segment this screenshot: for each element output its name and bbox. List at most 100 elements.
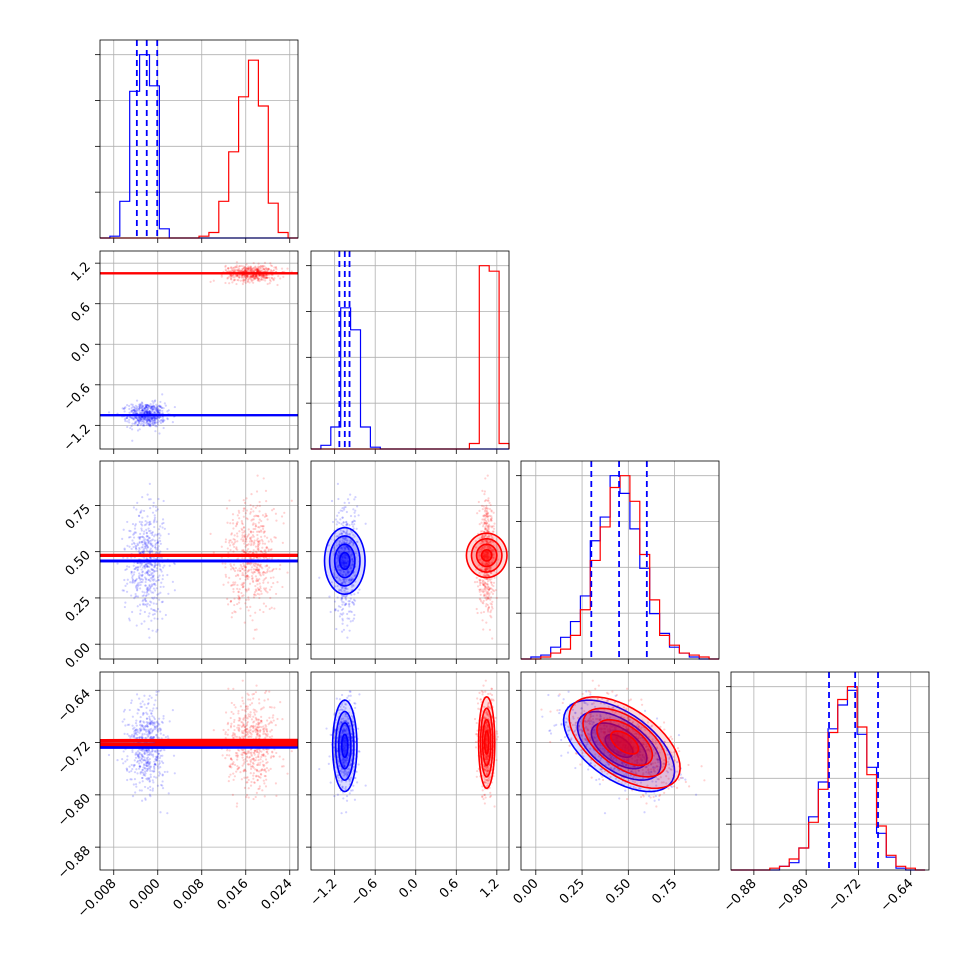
sample-point: [270, 270, 273, 273]
sample-point: [137, 756, 140, 760]
sample-point: [149, 419, 152, 422]
sample-point: [250, 278, 253, 281]
sample-point: [233, 583, 236, 586]
sample-point: [246, 577, 249, 581]
sample-point: [254, 795, 257, 799]
sample-point: [257, 515, 260, 518]
sample-point: [149, 589, 152, 592]
sample-point: [232, 538, 235, 541]
sample-point: [487, 535, 491, 538]
sample-point: [249, 266, 253, 269]
sample-point: [232, 266, 236, 269]
sample-point: [145, 711, 148, 714]
sample-point: [485, 511, 488, 514]
sample-point: [251, 274, 255, 277]
sample-point: [147, 593, 150, 596]
sample-point: [230, 722, 233, 725]
sample-point: [246, 275, 249, 278]
sample-point: [135, 588, 139, 591]
sample-point: [233, 597, 236, 600]
sample-point: [269, 548, 272, 552]
sample-point: [252, 518, 255, 521]
sample-point: [252, 564, 255, 567]
sample-point: [257, 277, 261, 281]
sample-point: [336, 554, 340, 557]
sample-point: [157, 752, 160, 755]
sample-point: [490, 616, 493, 619]
sample-point: [266, 752, 269, 755]
sample-point: [229, 757, 233, 760]
sample-point: [265, 514, 268, 518]
sample-point: [254, 545, 258, 548]
sample-point: [229, 274, 233, 277]
sample-point: [244, 752, 247, 755]
sample-point: [156, 411, 159, 414]
sample-point: [136, 730, 139, 734]
sample-point: [150, 407, 153, 410]
sample-point: [253, 759, 256, 762]
sample-point: [247, 609, 250, 612]
sample-point: [130, 406, 133, 410]
sample-point: [485, 591, 488, 595]
sample-point: [482, 583, 485, 587]
sample-point: [343, 501, 346, 504]
sample-point: [224, 711, 228, 714]
sample-point: [236, 573, 239, 576]
sample-point: [144, 763, 147, 766]
sample-point: [143, 610, 146, 614]
sample-point: [239, 771, 242, 774]
sample-point: [134, 415, 137, 419]
sample-point: [229, 275, 233, 278]
sample-point: [153, 570, 156, 573]
sample-point: [142, 758, 145, 762]
sample-point: [355, 770, 358, 774]
sample-point: [341, 581, 344, 584]
sample-point: [274, 265, 278, 269]
sample-point: [255, 268, 259, 271]
sample-point: [131, 439, 134, 442]
sample-point: [342, 764, 346, 767]
sample-point: [260, 550, 263, 553]
sample-point: [141, 590, 144, 593]
sample-point: [153, 419, 157, 422]
sample-point: [263, 267, 266, 271]
sample-point: [253, 278, 256, 281]
sample-point: [245, 274, 249, 278]
sample-point: [229, 277, 233, 280]
sample-point: [251, 275, 255, 279]
sample-point: [245, 267, 249, 270]
sample-point: [264, 691, 267, 694]
sample-point: [157, 562, 160, 565]
sample-point: [147, 541, 150, 544]
sample-point: [351, 601, 354, 604]
sample-point: [157, 411, 160, 414]
sample-point: [479, 588, 483, 591]
sample-point: [243, 716, 246, 719]
sample-point: [147, 734, 150, 737]
sample-point: [250, 519, 253, 522]
sample-point: [345, 524, 349, 527]
sample-point: [148, 587, 151, 591]
sample-point: [260, 278, 263, 281]
sample-point: [286, 571, 289, 574]
sample-point: [258, 280, 261, 283]
sample-point: [147, 730, 150, 733]
sample-point: [258, 274, 261, 277]
sample-point: [354, 706, 357, 710]
sample-point: [243, 726, 246, 729]
sample-point: [336, 596, 339, 599]
sample-point: [348, 629, 351, 632]
sample-point: [483, 535, 486, 539]
sample-point: [340, 561, 344, 564]
sample-point: [148, 730, 151, 734]
sample-point: [342, 601, 345, 604]
sample-point: [134, 567, 137, 570]
sample-point: [161, 526, 164, 529]
sample-point: [286, 772, 289, 775]
sample-point: [340, 590, 344, 593]
sample-point: [249, 763, 252, 766]
sample-point: [143, 728, 146, 731]
sample-point: [337, 564, 340, 567]
sample-point: [139, 419, 142, 422]
sample-point: [243, 531, 246, 534]
